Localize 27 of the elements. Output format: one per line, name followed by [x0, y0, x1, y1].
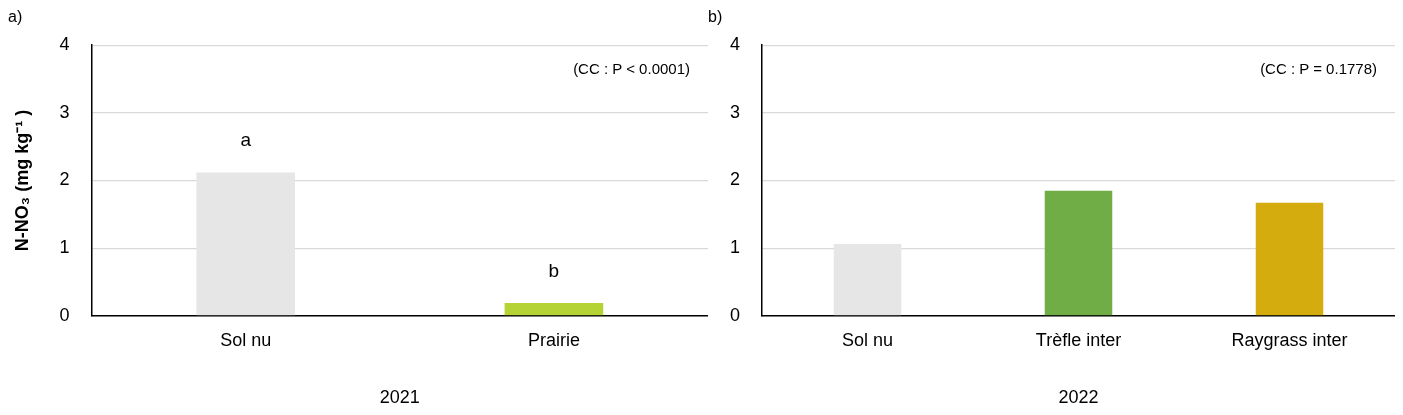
bar	[1044, 190, 1113, 316]
y-tick-label: 1	[730, 237, 741, 258]
y-axis-title: N-NO₃ (mg kg⁻¹ )	[11, 109, 32, 252]
chart-title: b)	[708, 8, 723, 26]
y-tick-label: 0	[730, 304, 741, 325]
annotation: (CC : P = 0.1778)	[1260, 60, 1377, 78]
x-tick-label: Raygrass inter	[1231, 329, 1348, 350]
y-tick-label: 1	[59, 237, 70, 258]
y-tick-label: 0	[59, 304, 70, 325]
y-tick-label: 3	[59, 101, 70, 122]
x-axis-title: 2021	[379, 387, 420, 408]
bar	[833, 244, 902, 316]
bar	[1255, 202, 1324, 316]
annotation: b	[548, 259, 560, 281]
y-tick-label: 2	[59, 169, 70, 190]
y-tick-label: 4	[59, 34, 70, 55]
chart-title: a)	[8, 8, 23, 26]
annotation: a	[240, 129, 252, 151]
y-tick-label: 2	[730, 169, 741, 190]
y-tick-label: 3	[730, 101, 741, 122]
x-tick-label: Trèfle inter	[1035, 329, 1122, 350]
annotation: (CC : P < 0.0001)	[573, 60, 690, 78]
x-axis-title: 2022	[1058, 387, 1099, 408]
x-tick-label: Prairie	[527, 329, 580, 350]
x-tick-label: Sol nu	[841, 329, 894, 350]
y-tick-label: 4	[730, 34, 741, 55]
x-tick-label: Sol nu	[220, 329, 272, 350]
